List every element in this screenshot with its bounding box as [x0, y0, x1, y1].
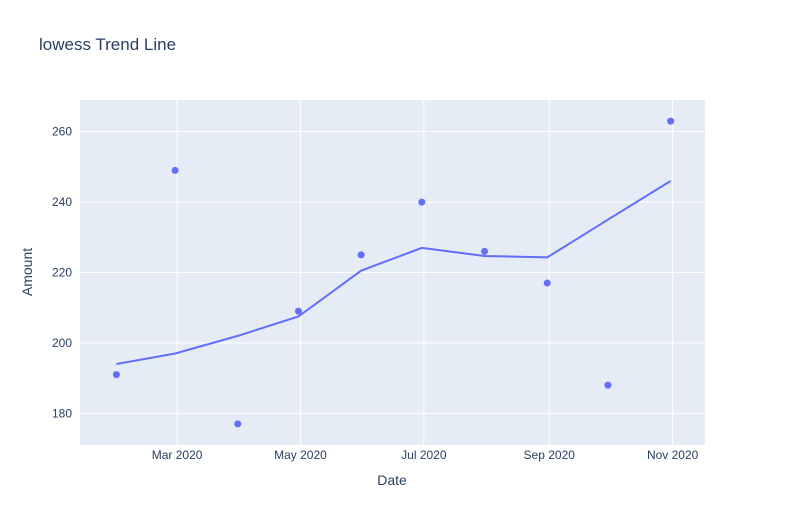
scatter-point: [357, 251, 365, 259]
y-tick-label: 180: [52, 406, 72, 420]
x-tick-label: Mar 2020: [152, 448, 203, 462]
x-axis-label: Date: [377, 472, 407, 488]
x-tick-label: Nov 2020: [647, 448, 699, 462]
y-tick-label: 220: [52, 266, 72, 280]
scatter-point: [234, 420, 242, 428]
scatter-point: [112, 371, 120, 379]
y-tick-label: 200: [52, 336, 72, 350]
scatter-points-layer: [112, 117, 675, 428]
scatter-point: [171, 166, 179, 174]
y-axis-ticks: 180 200 220 240 260: [52, 125, 72, 421]
chart-title: lowess Trend Line: [39, 35, 176, 54]
x-axis-ticks: Mar 2020 May 2020 Jul 2020 Sep 2020 Nov 2020: [152, 448, 699, 462]
scatter-point: [604, 381, 612, 389]
scatter-point: [543, 279, 551, 287]
scatter-point: [294, 307, 302, 315]
scatter-point: [667, 117, 675, 125]
y-tick-label: 260: [52, 125, 72, 139]
x-tick-label: Sep 2020: [524, 448, 576, 462]
x-tick-label: May 2020: [274, 448, 327, 462]
lowess-trend-line: [116, 180, 672, 365]
scatter-point: [418, 198, 426, 206]
y-axis-label: Amount: [19, 248, 35, 296]
x-tick-label: Jul 2020: [401, 448, 447, 462]
trend-line-layer: [116, 180, 672, 365]
grid-lines: [80, 100, 705, 445]
scatter-point: [481, 247, 489, 255]
y-tick-label: 240: [52, 195, 72, 209]
